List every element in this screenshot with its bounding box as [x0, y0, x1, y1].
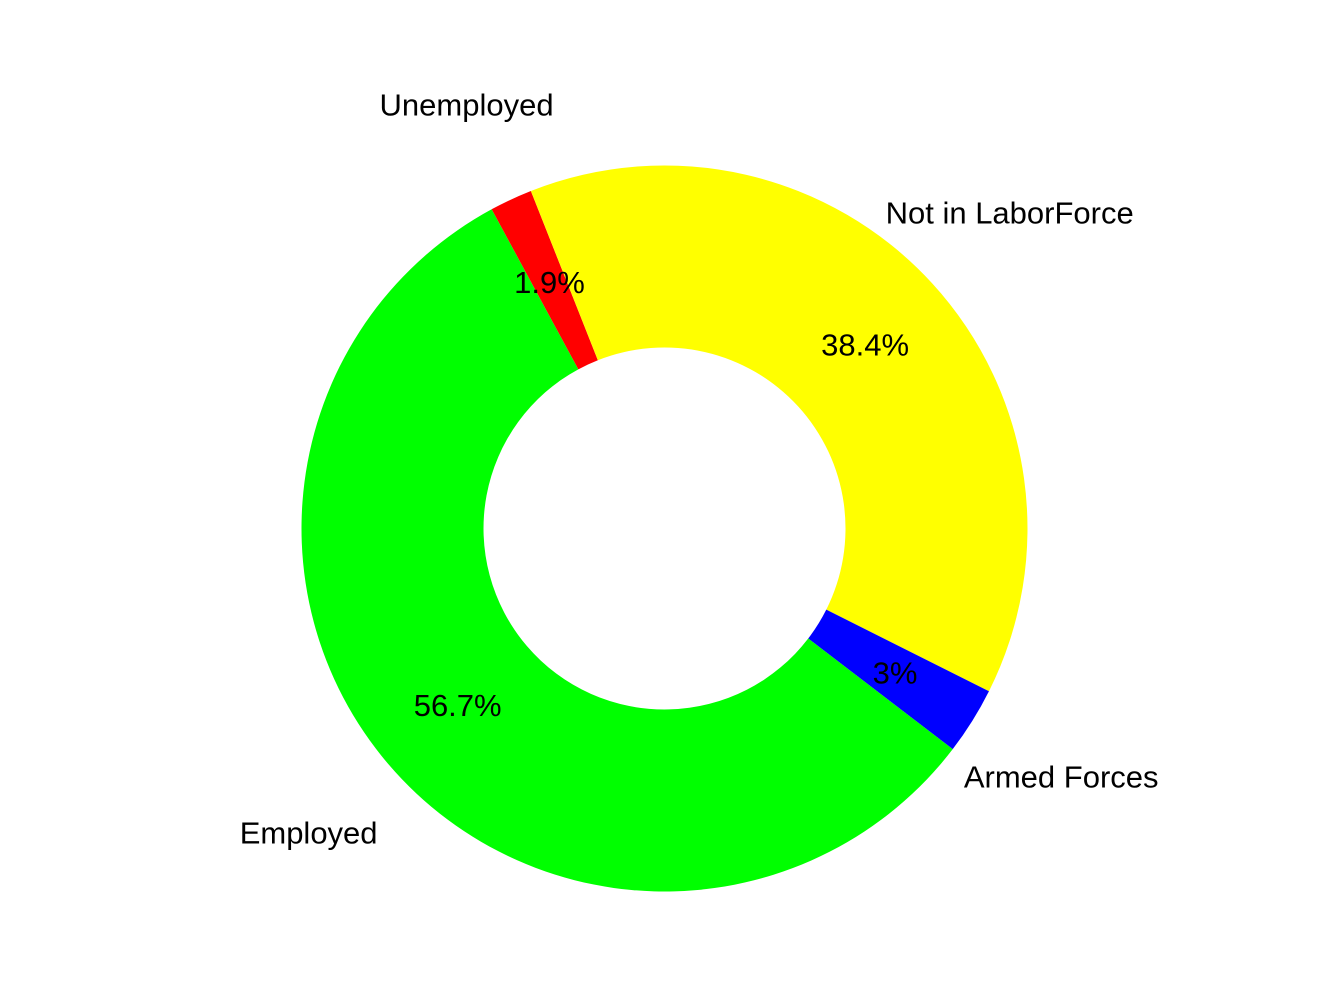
slice-percent-label-armed-forces: 3% [873, 656, 918, 691]
slice-category-label-unemployed: Unemployed [380, 87, 554, 122]
slice-percent-label-not-in-laborforce: 38.4% [821, 328, 909, 363]
pie-slice-unemployed [491, 190, 598, 370]
pie-slice-not-in-laborforce [530, 165, 1028, 692]
donut-slices [301, 165, 1028, 892]
slice-category-label-employed: Employed [240, 815, 378, 850]
slice-category-label-not-in-laborforce: Not in LaborForce [886, 195, 1134, 230]
pie-slice-employed [301, 209, 953, 892]
slice-percent-label-employed: 56.7% [414, 688, 502, 723]
percent-labels: 1.9% 38.4% 3% 56.7% [414, 265, 918, 723]
category-labels: Unemployed Not in LaborForce Armed Forces E… [240, 87, 1159, 850]
slice-category-label-armed-forces: Armed Forces [964, 760, 1159, 795]
slice-percent-label-unemployed: 1.9% [514, 265, 585, 300]
pie-slice-armed-forces [808, 609, 989, 750]
